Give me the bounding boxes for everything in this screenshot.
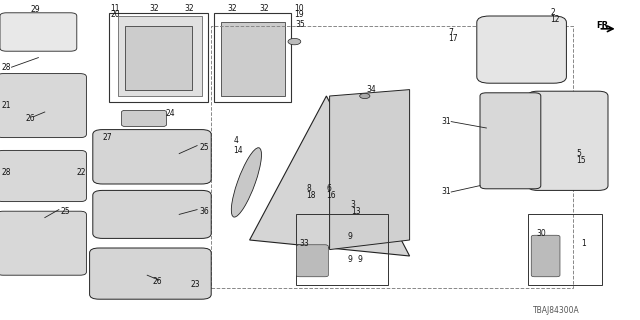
Text: 9: 9	[348, 255, 353, 264]
Circle shape	[360, 93, 370, 99]
Text: 32: 32	[149, 4, 159, 12]
Text: 25: 25	[200, 143, 209, 152]
Text: 36: 36	[200, 207, 209, 216]
Text: 31: 31	[442, 188, 451, 196]
Text: 8: 8	[307, 184, 311, 193]
Text: 28: 28	[1, 63, 11, 72]
Text: 17: 17	[448, 34, 458, 43]
Text: 6: 6	[326, 184, 332, 193]
Text: 12: 12	[550, 15, 560, 24]
Text: 11: 11	[110, 4, 120, 12]
FancyBboxPatch shape	[0, 13, 77, 51]
Polygon shape	[221, 22, 285, 96]
Text: 15: 15	[576, 156, 586, 164]
FancyBboxPatch shape	[0, 74, 86, 138]
FancyBboxPatch shape	[531, 235, 560, 277]
Text: 14: 14	[234, 146, 243, 155]
Text: 2: 2	[550, 8, 555, 17]
Bar	[211, 26, 573, 288]
Ellipse shape	[231, 148, 262, 217]
Text: 16: 16	[326, 191, 336, 200]
Text: 21: 21	[1, 101, 11, 110]
FancyBboxPatch shape	[528, 91, 608, 190]
Text: 30: 30	[536, 229, 546, 238]
FancyBboxPatch shape	[477, 16, 566, 83]
FancyBboxPatch shape	[0, 150, 86, 202]
Text: 31: 31	[442, 117, 451, 126]
Text: 25: 25	[61, 207, 70, 216]
FancyBboxPatch shape	[296, 245, 328, 277]
Text: 20: 20	[110, 10, 120, 19]
Text: 26: 26	[26, 114, 35, 123]
Text: 29: 29	[30, 5, 40, 14]
Bar	[528, 214, 602, 285]
Bar	[214, 13, 291, 102]
Text: 33: 33	[300, 239, 309, 248]
Bar	[296, 214, 388, 285]
Text: 32: 32	[184, 4, 194, 12]
Text: 23: 23	[191, 280, 200, 289]
Text: 22: 22	[77, 168, 86, 177]
Bar	[109, 13, 208, 102]
FancyBboxPatch shape	[0, 211, 86, 275]
Text: 9: 9	[348, 232, 353, 241]
FancyBboxPatch shape	[93, 130, 211, 184]
Text: TBAJ84300A: TBAJ84300A	[533, 306, 580, 315]
Text: 32: 32	[227, 4, 237, 12]
Text: 1: 1	[581, 239, 586, 248]
Text: 3: 3	[351, 200, 356, 209]
Polygon shape	[118, 16, 202, 96]
FancyBboxPatch shape	[90, 248, 211, 299]
Text: 28: 28	[1, 168, 11, 177]
Polygon shape	[330, 90, 410, 250]
Text: 19: 19	[294, 10, 304, 19]
Text: 34: 34	[367, 85, 376, 94]
Circle shape	[288, 38, 301, 45]
Text: 32: 32	[259, 4, 269, 12]
FancyBboxPatch shape	[480, 93, 541, 189]
Text: 26: 26	[152, 277, 162, 286]
Text: 10: 10	[294, 4, 304, 12]
FancyBboxPatch shape	[122, 110, 166, 126]
Text: 27: 27	[102, 133, 112, 142]
FancyBboxPatch shape	[93, 190, 211, 238]
Text: 5: 5	[576, 149, 581, 158]
Text: 13: 13	[351, 207, 360, 216]
Text: 18: 18	[307, 191, 316, 200]
Polygon shape	[125, 26, 192, 90]
Text: 24: 24	[165, 109, 175, 118]
Text: FR.: FR.	[596, 21, 612, 30]
Text: 9: 9	[357, 255, 362, 264]
Text: 35: 35	[296, 20, 305, 28]
Polygon shape	[250, 96, 410, 256]
Text: 7: 7	[448, 28, 453, 36]
Text: 4: 4	[234, 136, 239, 145]
